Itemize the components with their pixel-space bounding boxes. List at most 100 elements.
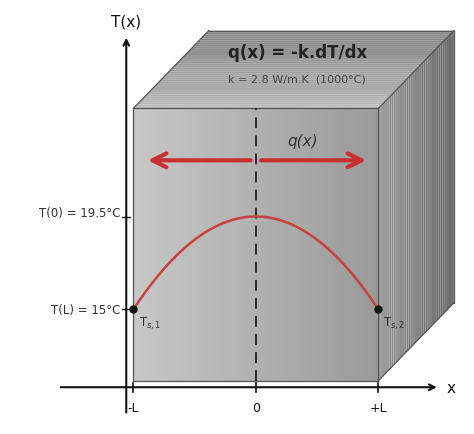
Polygon shape bbox=[160, 80, 407, 82]
Polygon shape bbox=[199, 39, 446, 41]
Polygon shape bbox=[359, 109, 364, 381]
Polygon shape bbox=[143, 98, 390, 99]
Polygon shape bbox=[227, 109, 231, 381]
Polygon shape bbox=[168, 109, 173, 381]
Polygon shape bbox=[205, 33, 452, 36]
Polygon shape bbox=[138, 109, 143, 381]
Polygon shape bbox=[444, 39, 446, 313]
Polygon shape bbox=[153, 109, 158, 381]
Polygon shape bbox=[197, 41, 444, 43]
Text: T$_{s,1}$: T$_{s,1}$ bbox=[139, 315, 161, 331]
Polygon shape bbox=[403, 82, 405, 355]
Text: T$_{s,2}$: T$_{s,2}$ bbox=[383, 315, 405, 331]
Polygon shape bbox=[143, 109, 148, 381]
Polygon shape bbox=[393, 92, 395, 365]
Polygon shape bbox=[280, 109, 285, 381]
Polygon shape bbox=[150, 90, 397, 92]
Polygon shape bbox=[405, 80, 407, 354]
Polygon shape bbox=[428, 57, 429, 330]
Polygon shape bbox=[334, 109, 339, 381]
Polygon shape bbox=[202, 109, 207, 381]
Polygon shape bbox=[241, 109, 246, 381]
Polygon shape bbox=[390, 95, 392, 369]
Polygon shape bbox=[275, 109, 280, 381]
Polygon shape bbox=[197, 109, 202, 381]
Polygon shape bbox=[133, 107, 380, 109]
Polygon shape bbox=[399, 86, 401, 359]
Polygon shape bbox=[409, 76, 410, 350]
Polygon shape bbox=[380, 105, 382, 379]
Text: T(L) = 15°C: T(L) = 15°C bbox=[51, 303, 120, 316]
Polygon shape bbox=[156, 84, 403, 86]
Polygon shape bbox=[433, 51, 435, 325]
Polygon shape bbox=[349, 109, 354, 381]
Polygon shape bbox=[420, 65, 422, 338]
Polygon shape bbox=[196, 43, 442, 45]
Polygon shape bbox=[344, 109, 349, 381]
Polygon shape bbox=[424, 61, 426, 334]
Polygon shape bbox=[261, 109, 265, 381]
Polygon shape bbox=[329, 109, 334, 381]
Polygon shape bbox=[192, 109, 197, 381]
Polygon shape bbox=[148, 92, 395, 94]
Polygon shape bbox=[422, 62, 424, 336]
Text: x: x bbox=[447, 380, 456, 395]
Polygon shape bbox=[386, 99, 388, 373]
Polygon shape bbox=[369, 109, 374, 381]
Polygon shape bbox=[186, 53, 433, 55]
Polygon shape bbox=[438, 45, 440, 319]
Polygon shape bbox=[429, 55, 431, 329]
Polygon shape bbox=[217, 109, 221, 381]
Polygon shape bbox=[392, 94, 393, 367]
Polygon shape bbox=[310, 109, 315, 381]
Polygon shape bbox=[339, 109, 344, 381]
Polygon shape bbox=[300, 109, 305, 381]
Polygon shape bbox=[426, 59, 428, 332]
Polygon shape bbox=[158, 109, 163, 381]
Text: +L: +L bbox=[370, 401, 387, 414]
Polygon shape bbox=[315, 109, 319, 381]
Polygon shape bbox=[187, 109, 192, 381]
Polygon shape bbox=[450, 33, 452, 307]
Polygon shape bbox=[395, 90, 397, 363]
Polygon shape bbox=[167, 72, 414, 74]
Polygon shape bbox=[154, 86, 401, 88]
Polygon shape bbox=[437, 47, 438, 321]
Polygon shape bbox=[305, 109, 310, 381]
Polygon shape bbox=[236, 109, 241, 381]
Polygon shape bbox=[207, 32, 454, 33]
Polygon shape bbox=[221, 109, 227, 381]
Polygon shape bbox=[194, 45, 440, 47]
Polygon shape bbox=[364, 109, 369, 381]
Polygon shape bbox=[133, 109, 138, 381]
Polygon shape bbox=[135, 105, 382, 107]
Polygon shape bbox=[414, 70, 416, 344]
Polygon shape bbox=[164, 76, 410, 78]
Polygon shape bbox=[177, 109, 182, 381]
Polygon shape bbox=[171, 69, 418, 70]
Polygon shape bbox=[169, 70, 416, 72]
Polygon shape bbox=[388, 98, 390, 371]
Polygon shape bbox=[295, 109, 300, 381]
Polygon shape bbox=[401, 84, 403, 358]
Polygon shape bbox=[182, 109, 187, 381]
Polygon shape bbox=[179, 61, 426, 62]
Polygon shape bbox=[192, 47, 438, 49]
Polygon shape bbox=[190, 49, 437, 51]
Polygon shape bbox=[201, 37, 448, 39]
Polygon shape bbox=[416, 69, 418, 342]
Polygon shape bbox=[207, 109, 212, 381]
Polygon shape bbox=[412, 72, 414, 346]
Text: 0: 0 bbox=[252, 401, 260, 414]
Polygon shape bbox=[203, 36, 450, 37]
Polygon shape bbox=[182, 57, 429, 59]
Polygon shape bbox=[452, 32, 454, 305]
Polygon shape bbox=[290, 109, 295, 381]
Polygon shape bbox=[175, 65, 422, 66]
Polygon shape bbox=[173, 66, 420, 69]
Polygon shape bbox=[382, 103, 384, 377]
Polygon shape bbox=[397, 88, 399, 362]
Polygon shape bbox=[354, 109, 359, 381]
Polygon shape bbox=[442, 41, 444, 315]
Polygon shape bbox=[410, 74, 412, 348]
